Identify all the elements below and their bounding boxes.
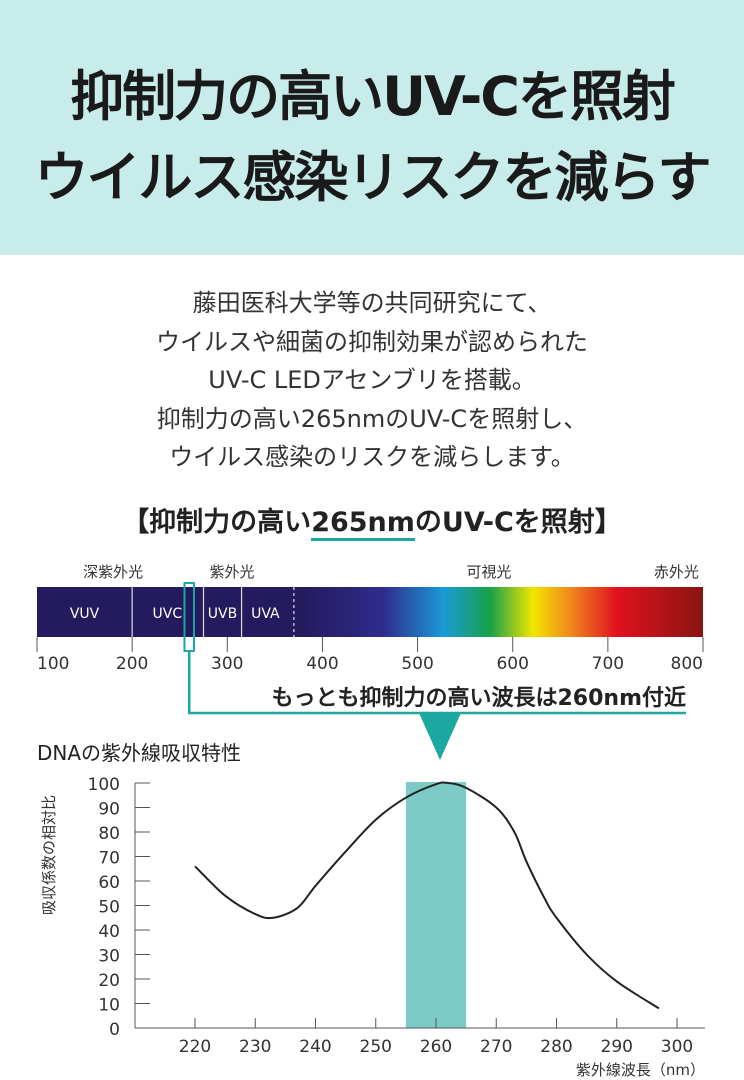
spectrum-tick-label: 800 — [671, 654, 703, 674]
description-line: ウイルス感染のリスクを減らします。 — [169, 443, 575, 471]
spectrum-tick-label: 400 — [306, 654, 338, 674]
highlight-band — [405, 782, 467, 1028]
y-tick-label: 70 — [98, 849, 120, 869]
y-axis-label: 吸収係数の相対比 — [40, 795, 58, 915]
description: 藤田医科大学等の共同研究にて、 ウイルスや細菌の抑制効果が認められた UV-C … — [0, 284, 744, 477]
y-tick-label: 80 — [98, 824, 120, 844]
y-tick-label: 40 — [98, 922, 120, 942]
callout-text: もっとも抑制力の高い波長は260nm付近 — [271, 685, 686, 711]
absorption-curve — [194, 781, 660, 1010]
banner-line-2: ウイルス感染リスクを減らす — [34, 146, 712, 209]
y-tick-label: 60 — [98, 873, 120, 893]
spectrum-bar: VUV UVC UVB UVA 深紫外光 紫外光 可視光 赤外光 100 200 300 400 500… — [36, 563, 704, 760]
spectrum-gradient — [37, 587, 703, 637]
x-tick-label: 220 — [179, 1037, 211, 1057]
description-line: UV-C LEDアセンブリを搭載。 — [208, 366, 536, 394]
band-label: VUV — [70, 606, 100, 622]
heading-post: のUV-Cを照射】 — [414, 507, 622, 538]
banner-line-1: 抑制力の高いUV-Cを照射 — [70, 65, 676, 128]
x-tick-label: 300 — [661, 1037, 693, 1057]
spectrum-tick-label: 100 — [37, 654, 69, 674]
y-tick-label: 10 — [98, 996, 120, 1016]
callout-arrow — [419, 713, 461, 760]
title-banner: 抑制力の高いUV-Cを照射 ウイルス感染リスクを減らす — [0, 0, 744, 255]
x-tick-label: 240 — [299, 1037, 331, 1057]
x-tick-label: 280 — [540, 1037, 572, 1057]
y-tick-label: 90 — [98, 800, 120, 820]
band-label: UVA — [251, 606, 280, 622]
region-label: 紫外光 — [210, 563, 255, 581]
region-label: 赤外光 — [654, 563, 699, 581]
y-tick-label: 20 — [98, 971, 120, 991]
band-label: UVB — [208, 606, 237, 622]
x-tick-label: 250 — [360, 1037, 392, 1057]
spectrum-tick-label: 700 — [592, 654, 624, 674]
section-heading: 【抑制力の高い265nmのUV-Cを照射】 — [0, 500, 744, 541]
description-line: ウイルスや細菌の抑制効果が認められた — [156, 327, 588, 356]
spectrum-tick-label: 300 — [211, 654, 243, 674]
spectrum-tick-label: 600 — [496, 654, 528, 674]
band-label: UVC — [153, 606, 183, 622]
y-tick-label: 30 — [98, 947, 120, 967]
y-tick-label: 0 — [109, 1020, 120, 1040]
x-tick-label: 260 — [420, 1037, 452, 1057]
chart-title: DNAの紫外線吸収特性 — [37, 741, 241, 765]
callout-line — [187, 651, 686, 715]
x-tick-label: 290 — [601, 1037, 633, 1057]
spectrum-tick-label: 200 — [116, 654, 148, 674]
heading-highlight: 265nm — [311, 507, 415, 541]
x-axis-label: 紫外線波長（nm） — [576, 1061, 705, 1079]
y-tick-label: 100 — [88, 775, 120, 795]
region-label: 可視光 — [466, 563, 511, 581]
spectrum-tick-label: 500 — [401, 654, 433, 674]
x-tick-label: 270 — [480, 1037, 512, 1057]
description-line: 抑制力の高い265nmのUV-Cを照射し、 — [156, 404, 588, 433]
region-label: 深紫外光 — [83, 563, 143, 581]
description-line: 藤田医科大学等の共同研究にて、 — [192, 289, 552, 317]
y-tick-label: 50 — [98, 898, 120, 918]
x-tick-label: 230 — [239, 1037, 271, 1057]
heading-pre: 【抑制力の高い — [122, 507, 312, 538]
dna-absorption-chart: DNAの紫外線吸収特性 0 10 20 30 40 50 60 70 80 90 100 220 230 2… — [37, 741, 705, 1079]
